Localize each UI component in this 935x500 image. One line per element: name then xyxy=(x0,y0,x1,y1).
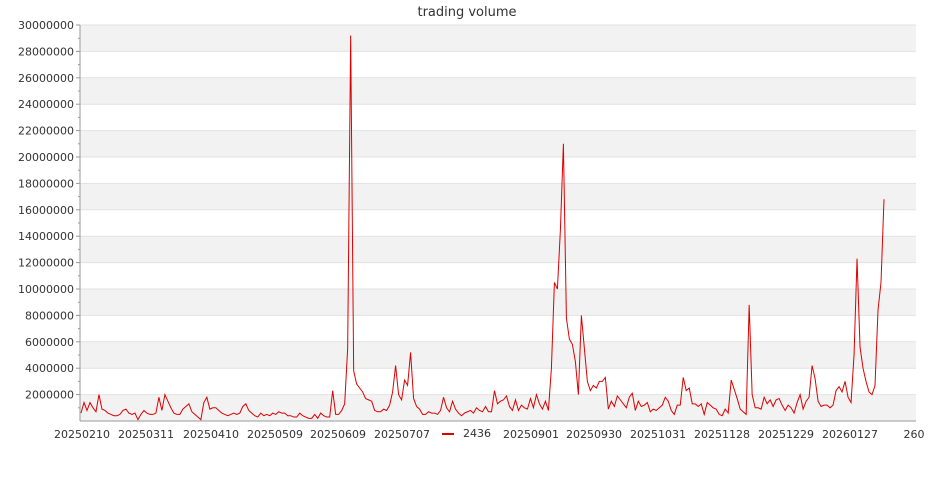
y-tick-label: 16000000 xyxy=(18,204,74,217)
x-tick-label: 20260127 xyxy=(822,428,878,441)
grid-band xyxy=(80,289,916,316)
x-tick-label: 20250609 xyxy=(310,428,366,441)
y-axis-ticks: 2000000 4000000 6000000 8000000 10000000 1200… xyxy=(18,19,80,409)
x-axis-ticks: 20250210 20250311 20250410 20250509 20250609… xyxy=(54,428,925,441)
grid-band xyxy=(80,25,916,52)
x-tick-label: 20250509 xyxy=(247,428,303,441)
legend-label-2436: 2436 xyxy=(463,427,491,440)
y-tick-label: 20000000 xyxy=(18,151,74,164)
grid-band xyxy=(80,236,916,263)
series-2436-line xyxy=(80,35,885,421)
x-tick-label: 20250410 xyxy=(183,428,239,441)
y-tick-label: 30000000 xyxy=(18,19,74,32)
y-tick-label: 24000000 xyxy=(18,98,74,111)
grid-band xyxy=(80,183,916,210)
y-tick-label: 18000000 xyxy=(18,177,74,190)
x-tick-label: 20251128 xyxy=(694,428,750,441)
x-tick-label: 20251031 xyxy=(630,428,686,441)
y-tick-label: 6000000 xyxy=(25,336,74,349)
y-tick-label: 2000000 xyxy=(25,389,74,402)
grid-band xyxy=(80,77,916,105)
y-tick-label: 8000000 xyxy=(25,309,74,322)
grid-band xyxy=(80,394,916,421)
x-tick-label: 20251229 xyxy=(758,428,814,441)
x-tick-label: 20250901 xyxy=(503,428,559,441)
x-tick-label: 20250707 xyxy=(374,428,430,441)
y-tick-label: 22000000 xyxy=(18,125,74,138)
y-tick-label: 4000000 xyxy=(25,362,74,375)
legend: 2436 xyxy=(442,427,491,440)
x-tick-label: 260 xyxy=(904,428,925,441)
grid-bands xyxy=(80,25,916,421)
x-tick-label: 20250210 xyxy=(54,428,110,441)
x-tick-label: 20250930 xyxy=(566,428,622,441)
y-tick-label: 12000000 xyxy=(18,257,74,270)
y-tick-label: 28000000 xyxy=(18,45,74,58)
y-tick-label: 26000000 xyxy=(18,72,74,85)
grid-band xyxy=(80,130,916,157)
grid-lines xyxy=(80,24,916,396)
chart-title: trading volume xyxy=(417,5,516,20)
x-tick-label: 20250311 xyxy=(118,428,174,441)
y-tick-label: 10000000 xyxy=(18,283,74,296)
y-tick-label: 14000000 xyxy=(18,230,74,243)
grid-band xyxy=(80,341,916,369)
